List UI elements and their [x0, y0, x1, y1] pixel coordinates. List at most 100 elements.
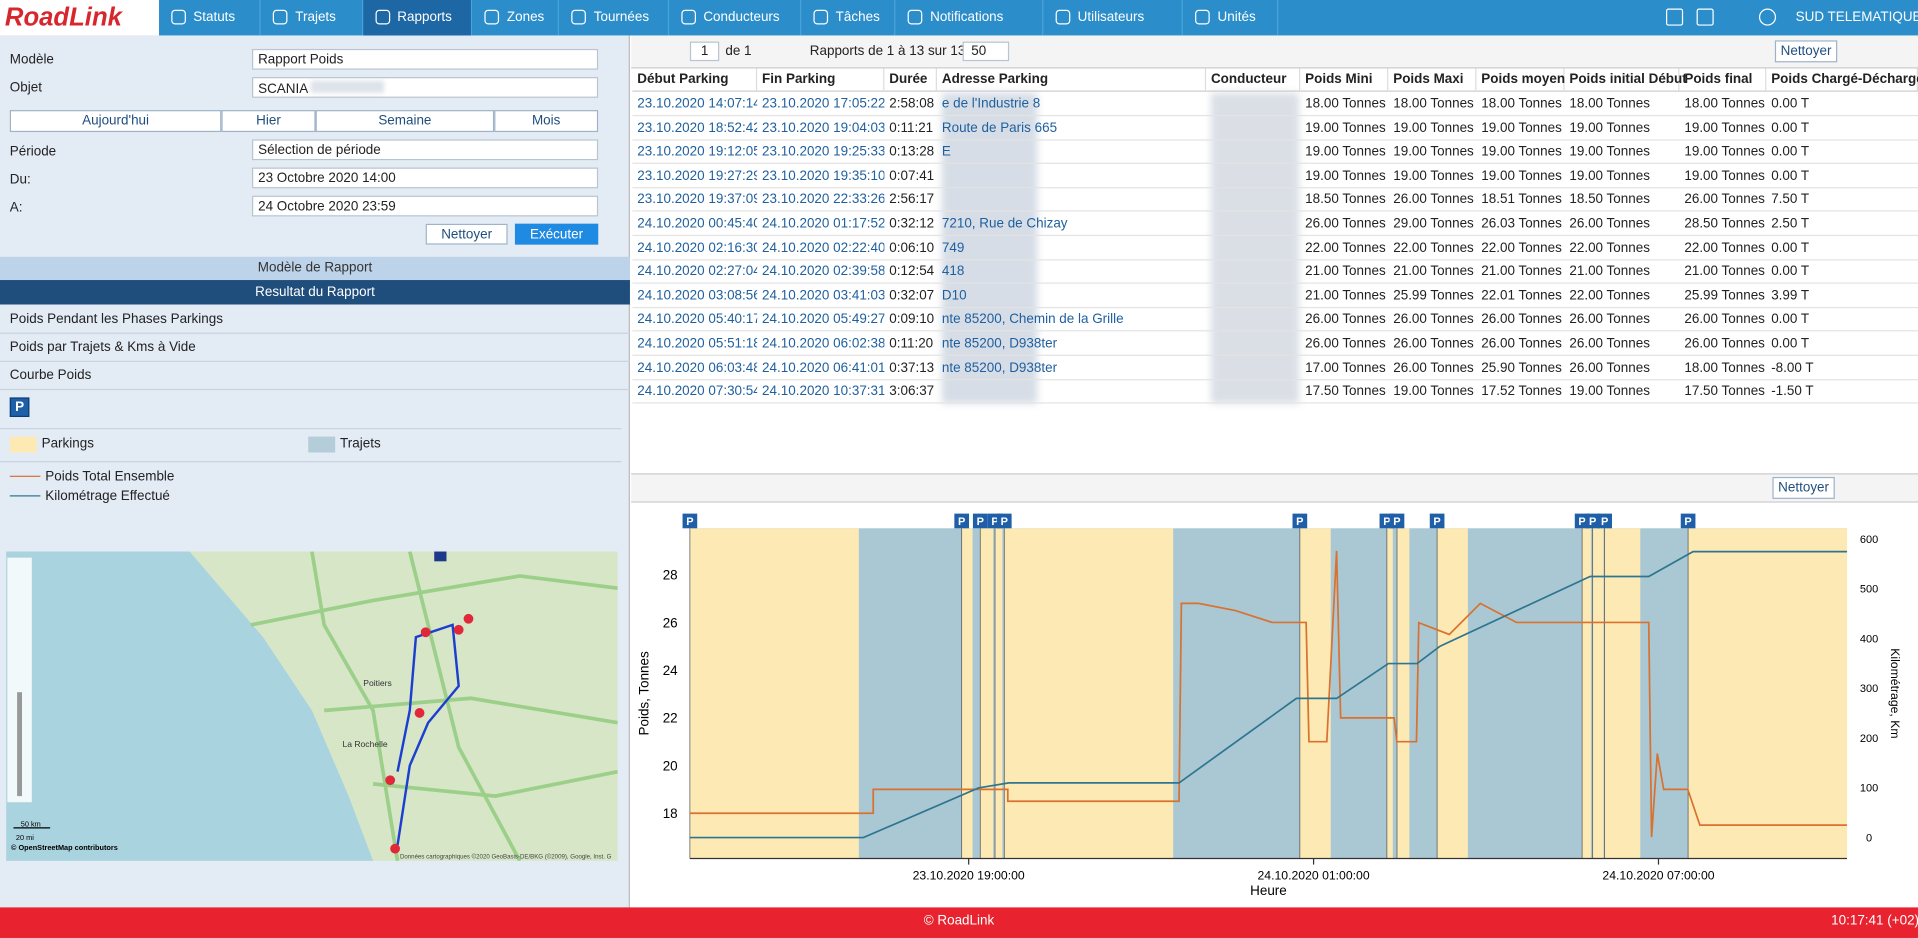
parking-marker: [682, 513, 698, 529]
select[interactable]: SCANIA: [251, 77, 599, 98]
row[interactable]: [632, 236, 1918, 260]
cell[interactable]: 24.10.2020 02:16:30: [637, 240, 758, 256]
cell[interactable]: 23.10.2020 22:33:26: [762, 192, 885, 208]
nav-item[interactable]: Zones: [473, 0, 560, 36]
cell[interactable]: 24.10.2020 05:40:17: [637, 312, 758, 327]
cell[interactable]: 24.10.2020 05:49:27: [762, 312, 885, 327]
logo[interactable]: RoadLink: [0, 0, 160, 36]
cell[interactable]: 24.10.2020 01:17:52: [762, 216, 885, 232]
cell[interactable]: 24.10.2020 02:27:04: [637, 264, 758, 280]
column-header[interactable]: Poids Chargé-Déchargé: [1766, 68, 1918, 92]
cell[interactable]: 24.10.2020 10:37:31: [762, 384, 885, 399]
select[interactable]: Rapport Poids: [251, 48, 599, 70]
nav-item[interactable]: Trajets: [261, 0, 364, 36]
cell: 19.00 Tonnes: [1393, 120, 1474, 136]
cell[interactable]: 24.10.2020 02:22:40: [762, 240, 885, 256]
cell: 17.00 Tonnes: [1305, 360, 1386, 375]
p-icon[interactable]: P: [9, 397, 30, 418]
row[interactable]: [632, 116, 1918, 141]
row[interactable]: [632, 379, 1918, 404]
column-header[interactable]: Poids Mini: [1300, 68, 1389, 92]
period-button[interactable]: Mois: [494, 110, 599, 133]
cell[interactable]: 24.10.2020 00:45:40: [637, 216, 758, 232]
column-header[interactable]: Poids moyen: [1476, 68, 1565, 92]
cell[interactable]: 24.10.2020 03:41:03: [762, 288, 885, 304]
row[interactable]: [632, 259, 1918, 284]
row[interactable]: [632, 92, 1918, 117]
cell[interactable]: 23.10.2020 19:25:33: [762, 144, 885, 160]
icon[interactable]: [1696, 8, 1714, 26]
input[interactable]: 23 Octobre 2020 14:00: [251, 167, 599, 189]
cell[interactable]: 23.10.2020 19:35:10: [762, 168, 885, 184]
cell: nte 85200, D938ter: [941, 336, 1058, 351]
column-header[interactable]: Poids initial Début: [1564, 68, 1687, 92]
cell[interactable]: 23.10.2020 19:04:03: [762, 120, 885, 136]
cell[interactable]: 23.10.2020 19:12:05: [637, 144, 758, 160]
row[interactable]: [632, 188, 1918, 213]
period-button[interactable]: Aujourd'hui: [9, 110, 222, 133]
icon[interactable]: [1758, 8, 1777, 26]
account[interactable]: SUD TELEMATIQUE: [1795, 9, 1918, 25]
row[interactable]: [632, 140, 1918, 165]
clear-button[interactable]: Nettoyer: [1774, 40, 1838, 63]
nav-item[interactable]: Unités: [1183, 0, 1278, 36]
column-header[interactable]: Adresse Parking: [936, 68, 1207, 92]
cell: 19.00 Tonnes: [1305, 144, 1386, 160]
cell: 7210, Rue de Chizay: [941, 216, 1068, 232]
cell[interactable]: 23.10.2020 19:37:09: [637, 192, 758, 208]
column-header[interactable]: Poids Maxi: [1388, 68, 1477, 92]
column-header[interactable]: Durée: [884, 68, 937, 92]
icon[interactable]: [1665, 8, 1684, 26]
section[interactable]: Modèle de Rapport: [0, 256, 630, 281]
cell[interactable]: 23.10.2020 18:52:42: [637, 120, 758, 136]
report-item[interactable]: Courbe Poids: [0, 363, 630, 391]
column-header[interactable]: Poids final: [1679, 68, 1767, 92]
select[interactable]: Sélection de période: [251, 139, 599, 161]
row[interactable]: [632, 307, 1918, 332]
cell[interactable]: 24.10.2020 02:39:58: [762, 264, 885, 280]
clear-button[interactable]: Nettoyer: [1772, 476, 1835, 499]
cell[interactable]: 24.10.2020 05:51:18: [637, 336, 758, 351]
row[interactable]: [632, 331, 1918, 356]
period-button[interactable]: Hier: [221, 110, 316, 133]
cell[interactable]: 24.10.2020 07:30:54: [637, 384, 758, 399]
cell[interactable]: 23.10.2020 17:05:22: [762, 96, 885, 112]
report-item[interactable]: Poids Pendant les Phases Parkings: [0, 307, 630, 334]
nav-item[interactable]: Tâches: [801, 0, 896, 36]
cell: 26.00 Tonnes: [1569, 336, 1650, 351]
nav-item[interactable]: Statuts: [159, 0, 262, 36]
nav-item[interactable]: Conducteurs: [669, 0, 802, 36]
clear-button[interactable]: Nettoyer: [425, 223, 508, 245]
nav-item[interactable]: Notifications: [896, 0, 1044, 36]
nav-item[interactable]: Utilisateurs: [1043, 0, 1184, 36]
cell[interactable]: 24.10.2020 06:02:38: [762, 336, 885, 351]
page-input[interactable]: 1: [689, 41, 720, 62]
run-button[interactable]: Exécuter: [514, 223, 599, 245]
column-header[interactable]: Conducteur: [1206, 68, 1301, 92]
column-header[interactable]: Fin Parking: [757, 68, 885, 92]
report-item[interactable]: Poids par Trajets & Kms à Vide: [0, 335, 630, 362]
input[interactable]: 24 Octobre 2020 23:59: [251, 195, 599, 217]
cell[interactable]: 24.10.2020 03:08:56: [637, 288, 758, 304]
parking-marker-label: P: [977, 516, 984, 528]
row[interactable]: [632, 212, 1918, 237]
cell: 18.00 Tonnes: [1684, 96, 1765, 112]
section[interactable]: Resultat du Rapport: [0, 280, 630, 305]
map[interactable]: Poitiers La Rochelle 50 km 20 mi © OpenS…: [6, 551, 618, 861]
nav-item[interactable]: Rapports: [363, 0, 473, 36]
cell: 26.00 Tonnes: [1569, 360, 1650, 375]
column-header[interactable]: Début Parking: [632, 68, 758, 92]
cell: 26.00 Tonnes: [1305, 216, 1386, 232]
cell[interactable]: 24.10.2020 06:41:01: [762, 360, 885, 375]
period-button[interactable]: Semaine: [315, 110, 495, 133]
cell: 0.00 T: [1771, 96, 1810, 112]
row[interactable]: [632, 355, 1918, 380]
page-size[interactable]: 50: [962, 41, 1010, 62]
row[interactable]: [632, 283, 1918, 308]
zoom-slider[interactable]: [17, 692, 23, 797]
nav-item[interactable]: Tournées: [559, 0, 670, 36]
cell[interactable]: 24.10.2020 06:03:48: [637, 360, 758, 375]
cell[interactable]: 23.10.2020 19:27:29: [637, 168, 758, 184]
cell[interactable]: 23.10.2020 14:07:14: [637, 96, 758, 112]
row[interactable]: [632, 164, 1918, 189]
